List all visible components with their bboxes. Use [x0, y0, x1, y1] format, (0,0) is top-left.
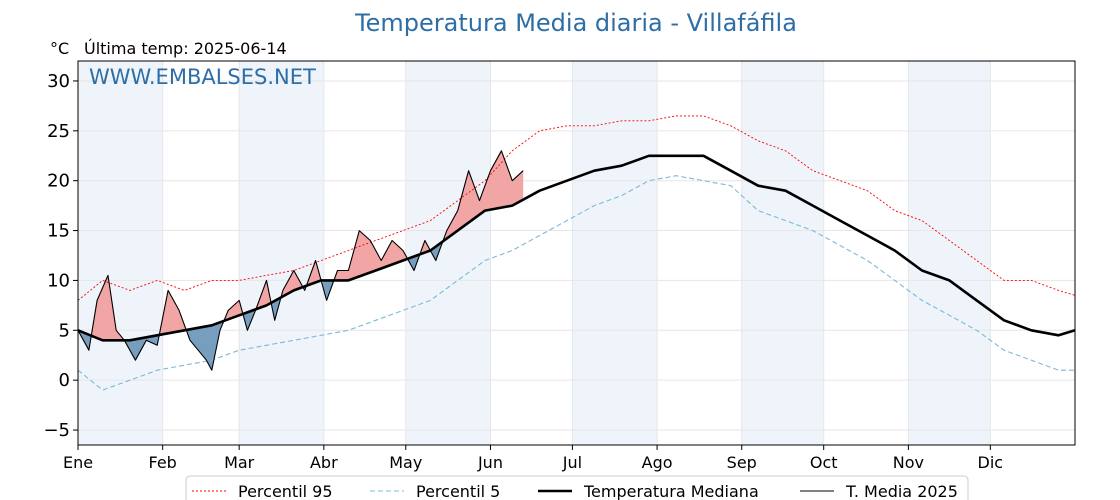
x-tick-label-oct: Oct [810, 453, 838, 472]
y-tick-label--5: −5 [43, 420, 70, 441]
x-tick-label-mar: Mar [224, 453, 255, 472]
legend-label-1: Percentil 5 [416, 482, 500, 500]
x-tick-label-abr: Abr [310, 453, 338, 472]
y-tick-label-10: 10 [47, 270, 70, 291]
month-bands [78, 61, 991, 445]
grid-lines [77, 61, 1075, 445]
deviation-fill-5 [187, 320, 225, 371]
deviation-fill-2 [91, 275, 126, 341]
y-tick-label-15: 15 [47, 221, 70, 242]
legend-box [185, 475, 969, 500]
month-band-nov [908, 61, 991, 445]
x-tick-label-dic: Dic [978, 453, 1004, 472]
x-tick-label-jun: Jun [477, 453, 503, 472]
legend-label-2: Temperatura Mediana [583, 482, 759, 500]
x-tick-label-may: May [389, 453, 422, 472]
y-tick-label-5: 5 [59, 320, 70, 341]
chart-title: Temperatura Media diaria - Villafáfila [354, 9, 797, 37]
y-tick-label-20: 20 [47, 171, 70, 192]
plot-frame [77, 60, 1076, 446]
median-line [77, 154, 1076, 342]
deviation-fill-12 [307, 260, 323, 286]
deviation-fill-8 [256, 280, 272, 309]
y-tick-label-25: 25 [47, 121, 70, 142]
x-tick-label-nov: Nov [893, 453, 924, 472]
deviation-fill-10 [281, 270, 304, 298]
month-band-ene [78, 61, 163, 445]
legend: Percentil 95 Percentil 5 Temperatura Media… [185, 475, 969, 500]
month-band-jul [572, 61, 658, 445]
month-band-may [405, 61, 491, 445]
deviation-fill-14 [334, 230, 409, 281]
y-tick-label-0: 0 [59, 370, 70, 391]
legend-label-0: Percentil 95 [238, 482, 333, 500]
deviation-fills [78, 150, 524, 371]
watermark: WWW.EMBALSES.NET [89, 65, 316, 89]
x-tick-label-ene: Ene [63, 453, 93, 472]
last-temp-label: Última temp: 2025-06-14 [84, 39, 287, 58]
deviation-fill-3 [125, 334, 160, 361]
percentile-95-line [77, 115, 1076, 301]
deviation-fill-6 [224, 300, 244, 321]
percentile-5-line [77, 175, 1075, 391]
y-axis: −5 0 5 10 15 20 25 30 [43, 71, 78, 441]
deviation-fill-4 [159, 290, 188, 335]
series-lines [77, 115, 1076, 391]
x-tick-label-ago: Ago [642, 453, 673, 472]
deviation-fill-18 [444, 150, 524, 241]
x-axis: Ene Feb Mar Abr May Jun Jul Ago Sep Oct Nov Dic [63, 445, 1003, 472]
current-year-line [77, 150, 524, 371]
x-tick-label-sep: Sep [727, 453, 757, 472]
x-tick-label-jul: Jul [562, 453, 582, 472]
y-tick-label-30: 30 [47, 71, 70, 92]
legend-label-3: T. Media 2025 [845, 482, 958, 500]
month-band-sep [741, 61, 824, 445]
x-tick-label-feb: Feb [149, 453, 177, 472]
unit-label: °C [50, 39, 69, 58]
month-band-mar [239, 61, 324, 445]
